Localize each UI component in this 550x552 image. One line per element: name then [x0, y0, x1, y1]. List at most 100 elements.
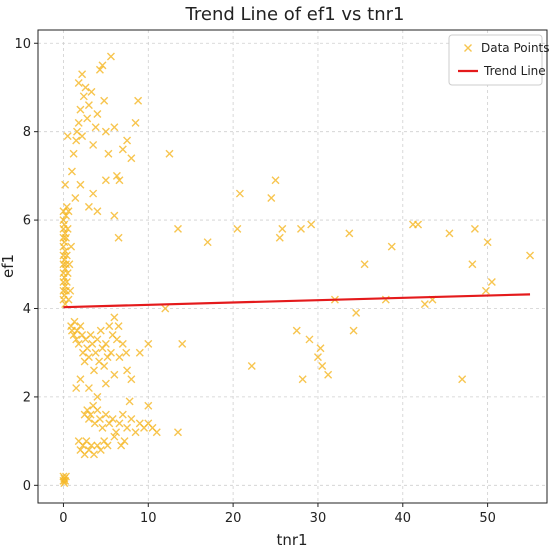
data-point [76, 180, 85, 189]
data-point [108, 415, 117, 424]
data-point [74, 79, 83, 88]
data-point [468, 260, 477, 269]
data-point [122, 348, 131, 357]
y-tick-label: 8 [23, 125, 31, 140]
data-point [78, 70, 87, 79]
data-point [110, 432, 119, 441]
data-point [131, 118, 140, 127]
data-point [318, 361, 327, 370]
data-point [69, 149, 78, 158]
data-point [481, 286, 490, 295]
data-point [278, 224, 287, 233]
y-tick-label: 10 [14, 37, 31, 52]
y-axis: 0 2 4 6 8 10 [14, 37, 38, 494]
data-point [115, 353, 124, 362]
data-point [110, 313, 119, 322]
data-point [62, 251, 71, 260]
x-tick-label: 20 [225, 511, 242, 526]
data-point [93, 335, 102, 344]
data-point [61, 180, 70, 189]
data-point [60, 273, 69, 282]
data-point [95, 415, 104, 424]
data-point [78, 441, 87, 450]
data-point [105, 322, 114, 331]
y-tick-label: 2 [23, 390, 31, 405]
x-tick-label: 10 [140, 511, 157, 526]
data-point [152, 428, 161, 437]
data-point [103, 441, 112, 450]
data-point [84, 384, 93, 393]
data-point [470, 224, 479, 233]
data-point [63, 224, 72, 233]
data-point [203, 238, 212, 247]
x-axis-title: tnr1 [276, 531, 307, 549]
data-point [420, 300, 429, 309]
data-point [101, 339, 110, 348]
legend-marker-x [464, 44, 472, 52]
data-point [74, 118, 83, 127]
data-point [74, 339, 83, 348]
data-point [78, 132, 87, 141]
data-point [134, 96, 143, 105]
y-tick-label: 0 [23, 479, 31, 494]
legend-label-data-points: Data Points [481, 41, 550, 55]
data-point [98, 423, 107, 432]
data-point [360, 260, 369, 269]
data-point [87, 441, 96, 450]
data-point [89, 450, 98, 459]
chart-title: Trend Line of ef1 vs tnr1 [185, 4, 405, 25]
x-axis: 0 10 20 30 40 50 [59, 503, 496, 526]
legend: Data Points Trend Line [448, 34, 550, 86]
trend-line [63, 293, 531, 309]
data-point [101, 410, 110, 419]
data-point [110, 211, 119, 220]
data-point [316, 344, 325, 353]
data-point [79, 92, 88, 101]
data-point [101, 176, 110, 185]
data-point [62, 211, 70, 220]
x-tick-label: 0 [59, 511, 67, 526]
legend-marker-icon [464, 44, 472, 52]
data-point [84, 353, 93, 362]
data-point [86, 331, 95, 340]
data-point [414, 220, 423, 229]
data-point [93, 406, 102, 415]
data-point [114, 322, 123, 331]
data-point [123, 423, 132, 432]
data-point [62, 233, 70, 242]
y-tick-label: 6 [23, 214, 31, 229]
data-point [526, 251, 535, 260]
x-tick-label: 30 [310, 511, 327, 526]
data-point [118, 410, 127, 419]
data-point [93, 207, 102, 216]
data-point [89, 189, 98, 198]
data-point [135, 348, 144, 357]
data-point [173, 428, 182, 437]
data-point [100, 437, 109, 446]
data-point [178, 339, 187, 348]
data-point [115, 176, 124, 185]
data-point [91, 123, 100, 132]
data-point [324, 370, 333, 379]
data-point [62, 472, 70, 481]
data-point [127, 375, 136, 384]
data-point [173, 224, 182, 233]
data-point [106, 52, 115, 61]
trend-series [63, 293, 531, 309]
data-point [275, 233, 284, 242]
data-point [84, 202, 93, 211]
data-point [105, 419, 114, 428]
data-point [101, 127, 110, 136]
data-point [247, 361, 256, 370]
data-point [84, 101, 93, 110]
data-point [84, 415, 93, 424]
data-point [120, 437, 129, 446]
data-point [131, 428, 140, 437]
data-point [345, 229, 354, 238]
data-point [67, 242, 76, 251]
data-point [161, 304, 170, 313]
data-point [298, 375, 307, 384]
data-point [144, 339, 153, 348]
data-point [62, 277, 71, 286]
